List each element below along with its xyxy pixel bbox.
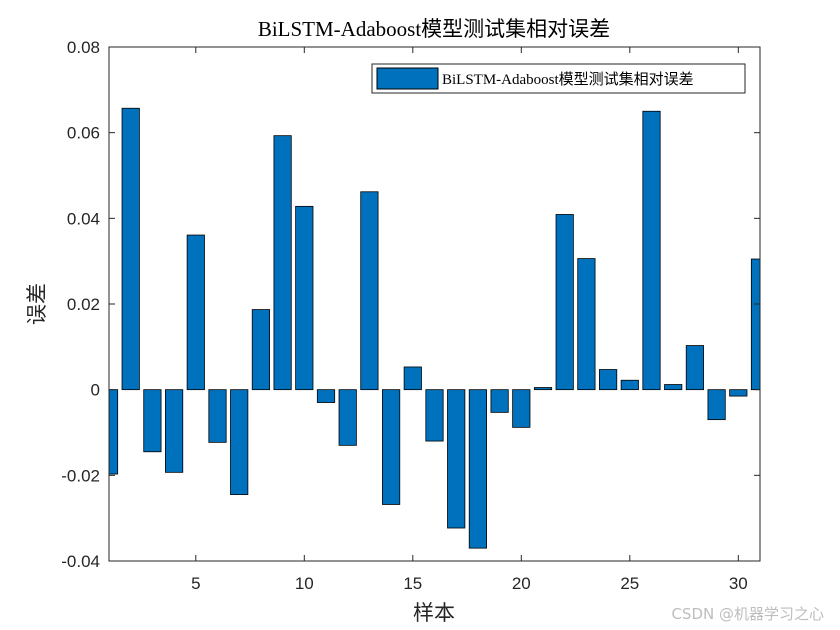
x-axis-label: 样本 [413, 601, 455, 625]
y-axis: -0.04 -0.02 0 0.02 0.04 0.06 0.08 [61, 38, 760, 571]
x-axis: 5 10 15 20 25 30 [191, 47, 748, 593]
bar-30 [729, 389, 748, 397]
bar-14 [382, 389, 401, 505]
y-tick-label: 0.08 [67, 38, 100, 57]
bar-31 [750, 258, 760, 391]
bar-6 [208, 389, 227, 443]
y-tick-label: 0.06 [67, 124, 100, 143]
bar-3 [143, 389, 162, 453]
plot-area [109, 47, 760, 561]
bar-5 [186, 234, 205, 391]
legend-swatch [376, 67, 439, 90]
bar-4 [165, 389, 184, 473]
bar-12 [338, 389, 357, 446]
bar-16 [425, 389, 444, 442]
x-tick-label: 25 [620, 574, 639, 593]
y-axis-label: 误差 [25, 283, 49, 325]
legend: BiLSTM-Adaboost模型测试集相对误差 [371, 63, 746, 94]
bar-28 [685, 345, 704, 391]
bar-13 [360, 191, 379, 391]
bar-25 [620, 379, 639, 391]
bar-20 [512, 389, 531, 428]
bar-27 [664, 384, 683, 391]
x-tick-label: 30 [729, 574, 748, 593]
bar-23 [577, 258, 596, 391]
bar-10 [295, 205, 314, 391]
bar-19 [490, 389, 509, 413]
x-tick-label: 20 [512, 574, 531, 593]
y-tick-label: 0 [91, 381, 100, 400]
x-tick-label: 5 [191, 574, 200, 593]
y-tick-label: 0.02 [67, 295, 100, 314]
bar-26 [642, 110, 661, 391]
bars-group [109, 107, 760, 549]
y-tick-label: 0.04 [67, 209, 100, 228]
bar-22 [555, 214, 574, 391]
bar-29 [707, 389, 726, 421]
bar-15 [403, 366, 422, 391]
bar-18 [468, 389, 487, 549]
bar-9 [273, 135, 292, 391]
bar-2 [121, 107, 140, 391]
bar-24 [599, 369, 618, 391]
legend-entry: BiLSTM-Adaboost模型测试集相对误差 [442, 71, 694, 88]
y-tick-label: -0.02 [61, 466, 100, 485]
bar-7 [230, 389, 249, 496]
y-tick-label: -0.04 [61, 552, 100, 571]
chart-title: BiLSTM-Adaboost模型测试集相对误差 [258, 17, 610, 41]
bar-11 [316, 389, 336, 403]
x-tick-label: 15 [403, 574, 422, 593]
bar-1 [109, 389, 119, 475]
bar-8 [251, 309, 270, 391]
bar-21 [533, 387, 553, 391]
x-tick-label: 10 [295, 574, 314, 593]
bar-17 [447, 389, 466, 529]
watermark: CSDN @机器学习之心 [671, 605, 824, 623]
